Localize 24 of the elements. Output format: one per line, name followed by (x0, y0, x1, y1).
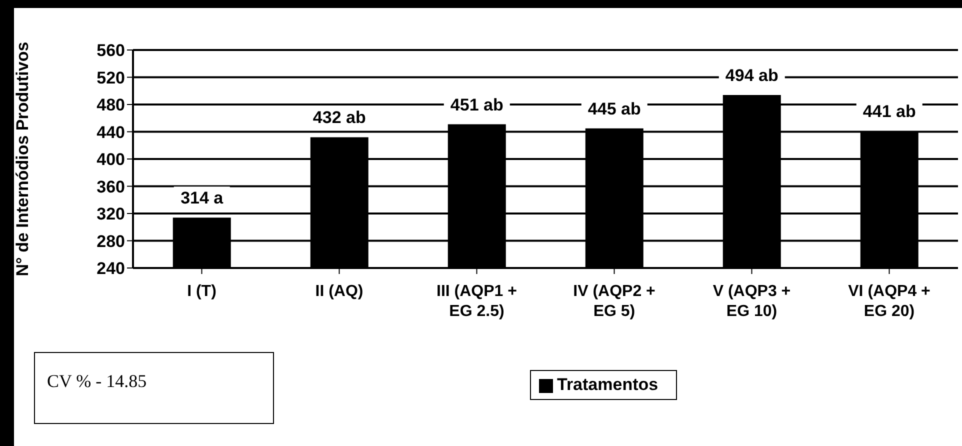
y-tick-label: 240 (96, 259, 125, 278)
y-tick-label: 280 (96, 232, 125, 251)
x-tick-label: III (AQP1 + EG 2.5) (436, 283, 517, 320)
y-tick-label: 400 (96, 150, 125, 170)
data-label: 494 ab (725, 66, 778, 85)
data-label: 441 ab (862, 102, 916, 122)
data-label: 451 ab (450, 95, 504, 114)
y-tick-label: 520 (96, 68, 125, 88)
y-tick-label: 440 (96, 122, 125, 142)
y-tick-label: 560 (96, 41, 125, 60)
x-tick-label: VI (AQP4 + EG 20) (848, 283, 930, 320)
text: CV % - 14.85 (34, 352, 274, 424)
x-tick-label: V (AQP3 + EG 10) (712, 283, 791, 320)
x-tick-label: IV (AQP2 + EG 5) (573, 283, 656, 320)
y-tick-label: 360 (96, 177, 125, 196)
legend-label: Tratamentos (557, 375, 658, 394)
y-tick-label: 480 (96, 96, 125, 115)
y-axis-title: N° de Internódios Produtivos (13, 42, 32, 276)
x-tick-label: I (T) (187, 283, 216, 300)
y-tick-label: 320 (96, 204, 125, 224)
data-label: 445 ab (588, 99, 641, 118)
x-tick-label: II (AQ) (315, 283, 364, 300)
data-label: 314 a (180, 188, 224, 208)
data-label: 432 ab (312, 108, 366, 128)
